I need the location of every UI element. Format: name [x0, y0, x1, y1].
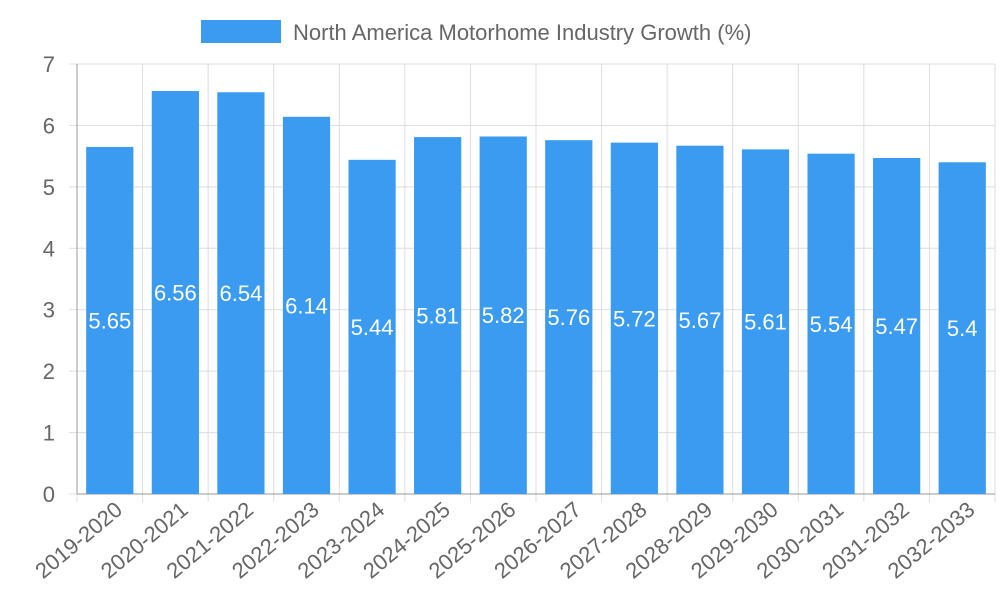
bar-2032-2033[interactable] — [938, 162, 986, 495]
legend-label: North America Motorhome Industry Growth … — [293, 20, 751, 45]
y-tick-label: 5 — [43, 175, 55, 200]
data-label: 5.61 — [744, 310, 787, 335]
y-tick-label: 1 — [43, 421, 55, 446]
data-label: 5.82 — [482, 303, 525, 328]
y-tick-label: 0 — [43, 482, 55, 507]
legend[interactable]: North America Motorhome Industry Growth … — [201, 20, 751, 45]
data-label: 5.47 — [875, 314, 918, 339]
y-tick-label: 3 — [43, 298, 55, 323]
bar-2030-2031[interactable] — [807, 153, 855, 494]
data-label: 5.65 — [88, 308, 131, 333]
legend-swatch — [201, 20, 281, 43]
bar-2023-2024[interactable] — [348, 159, 396, 495]
bar-2025-2026[interactable] — [479, 136, 527, 494]
y-tick-label: 2 — [43, 359, 55, 384]
bar-2021-2022[interactable] — [217, 92, 265, 494]
y-tick-label: 6 — [43, 113, 55, 138]
data-label: 6.14 — [285, 293, 328, 318]
data-label: 5.67 — [679, 308, 722, 333]
data-label: 6.54 — [220, 281, 263, 306]
bar-2026-2027[interactable] — [545, 140, 593, 494]
x-tick-labels: 2019-20202020-20212021-20222022-20232023… — [30, 497, 979, 584]
data-label: 5.54 — [810, 312, 853, 337]
data-label: 5.76 — [547, 305, 590, 330]
data-label: 5.4 — [947, 316, 978, 341]
bar-2028-2029[interactable] — [676, 145, 724, 494]
data-label: 5.44 — [351, 315, 394, 340]
bar-2031-2032[interactable] — [873, 157, 921, 494]
gridlines — [76, 63, 996, 502]
data-label: 6.56 — [154, 281, 197, 306]
bar-2020-2021[interactable] — [151, 91, 199, 495]
data-labels: 5.65 6.56 6.54 6.14 5.44 5.81 5.82 5.76 5.72 5.67… — [88, 281, 977, 342]
bars — [86, 91, 986, 495]
bar-2024-2025[interactable] — [414, 137, 462, 494]
y-tick-label: 4 — [43, 236, 55, 261]
bar-2027-2028[interactable] — [610, 142, 658, 494]
bar-2029-2030[interactable] — [741, 149, 790, 494]
data-label: 5.81 — [416, 304, 459, 329]
data-label: 5.72 — [613, 306, 656, 331]
y-tick-label: 7 — [43, 52, 55, 77]
bar-2022-2023[interactable] — [282, 116, 331, 494]
bar-2019-2020[interactable] — [86, 146, 134, 494]
y-tick-labels: 0 1 2 3 4 5 6 7 — [43, 52, 55, 507]
